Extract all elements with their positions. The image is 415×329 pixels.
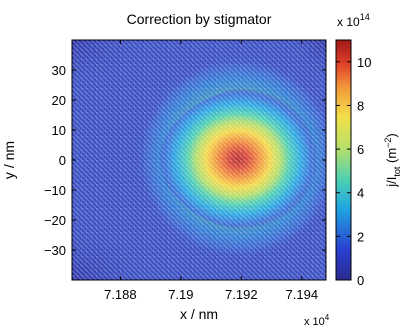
y-axis-label: y / nm <box>1 141 17 179</box>
svg-text:x 104: x 104 <box>304 313 330 328</box>
chart-title: Correction by stigmator <box>127 11 272 27</box>
y-axis: 30 20 10 0 −10 −20 −30 <box>44 63 326 258</box>
colorbar-exponent: x 1014 <box>337 12 370 29</box>
colorbar-label-main: j/I <box>384 177 399 188</box>
colorbar-tick-label: 8 <box>357 98 364 113</box>
colorbar-tick-label: 2 <box>357 229 364 244</box>
x-axis-exponent: x 104 <box>304 313 330 328</box>
colorbar-label-close: ) <box>384 133 399 137</box>
y-tick-label: −30 <box>44 243 66 258</box>
x-exponent-power: 4 <box>325 313 330 322</box>
colorbar-label-sub: tot <box>392 166 402 177</box>
colorbar-axis: 0 2 4 6 8 10 <box>336 55 371 288</box>
heatmap-mesh <box>72 40 326 280</box>
colorbar-exponent-power: 14 <box>360 12 370 22</box>
y-tick-label: 20 <box>52 93 66 108</box>
colorbar-label: j/Itot (m−2) <box>383 133 402 188</box>
y-tick-label: 30 <box>52 63 66 78</box>
colorbar-exponent-base: x 10 <box>337 15 360 29</box>
y-tick-label: 10 <box>52 123 66 138</box>
x-tick-label: 7.192 <box>225 287 258 302</box>
colorbar-tick-label: 0 <box>357 273 364 288</box>
x-exponent-base: x 10 <box>304 316 325 328</box>
heatmap <box>72 40 326 280</box>
colorbar-tick-label: 10 <box>357 55 371 70</box>
x-tick-label: 7.188 <box>104 287 137 302</box>
x-axis-label: x / nm <box>180 306 218 322</box>
y-tick-label: −10 <box>44 183 66 198</box>
svg-text:j/Itot (m−2): j/Itot (m−2) <box>383 133 402 188</box>
colorbar-tick-label: 6 <box>357 142 364 157</box>
x-tick-label: 7.194 <box>286 287 319 302</box>
colorbar-label-unit: (m <box>384 148 399 167</box>
svg-text:x 1014: x 1014 <box>337 12 370 29</box>
y-tick-label: 0 <box>59 153 66 168</box>
x-axis: 7.188 7.19 7.192 7.194 <box>104 40 318 302</box>
colorbar <box>335 39 352 281</box>
y-tick-label: −20 <box>44 213 66 228</box>
colorbar-label-unit-power: −2 <box>383 138 393 148</box>
x-tick-label: 7.19 <box>168 287 193 302</box>
colorbar-tick-label: 4 <box>357 186 364 201</box>
